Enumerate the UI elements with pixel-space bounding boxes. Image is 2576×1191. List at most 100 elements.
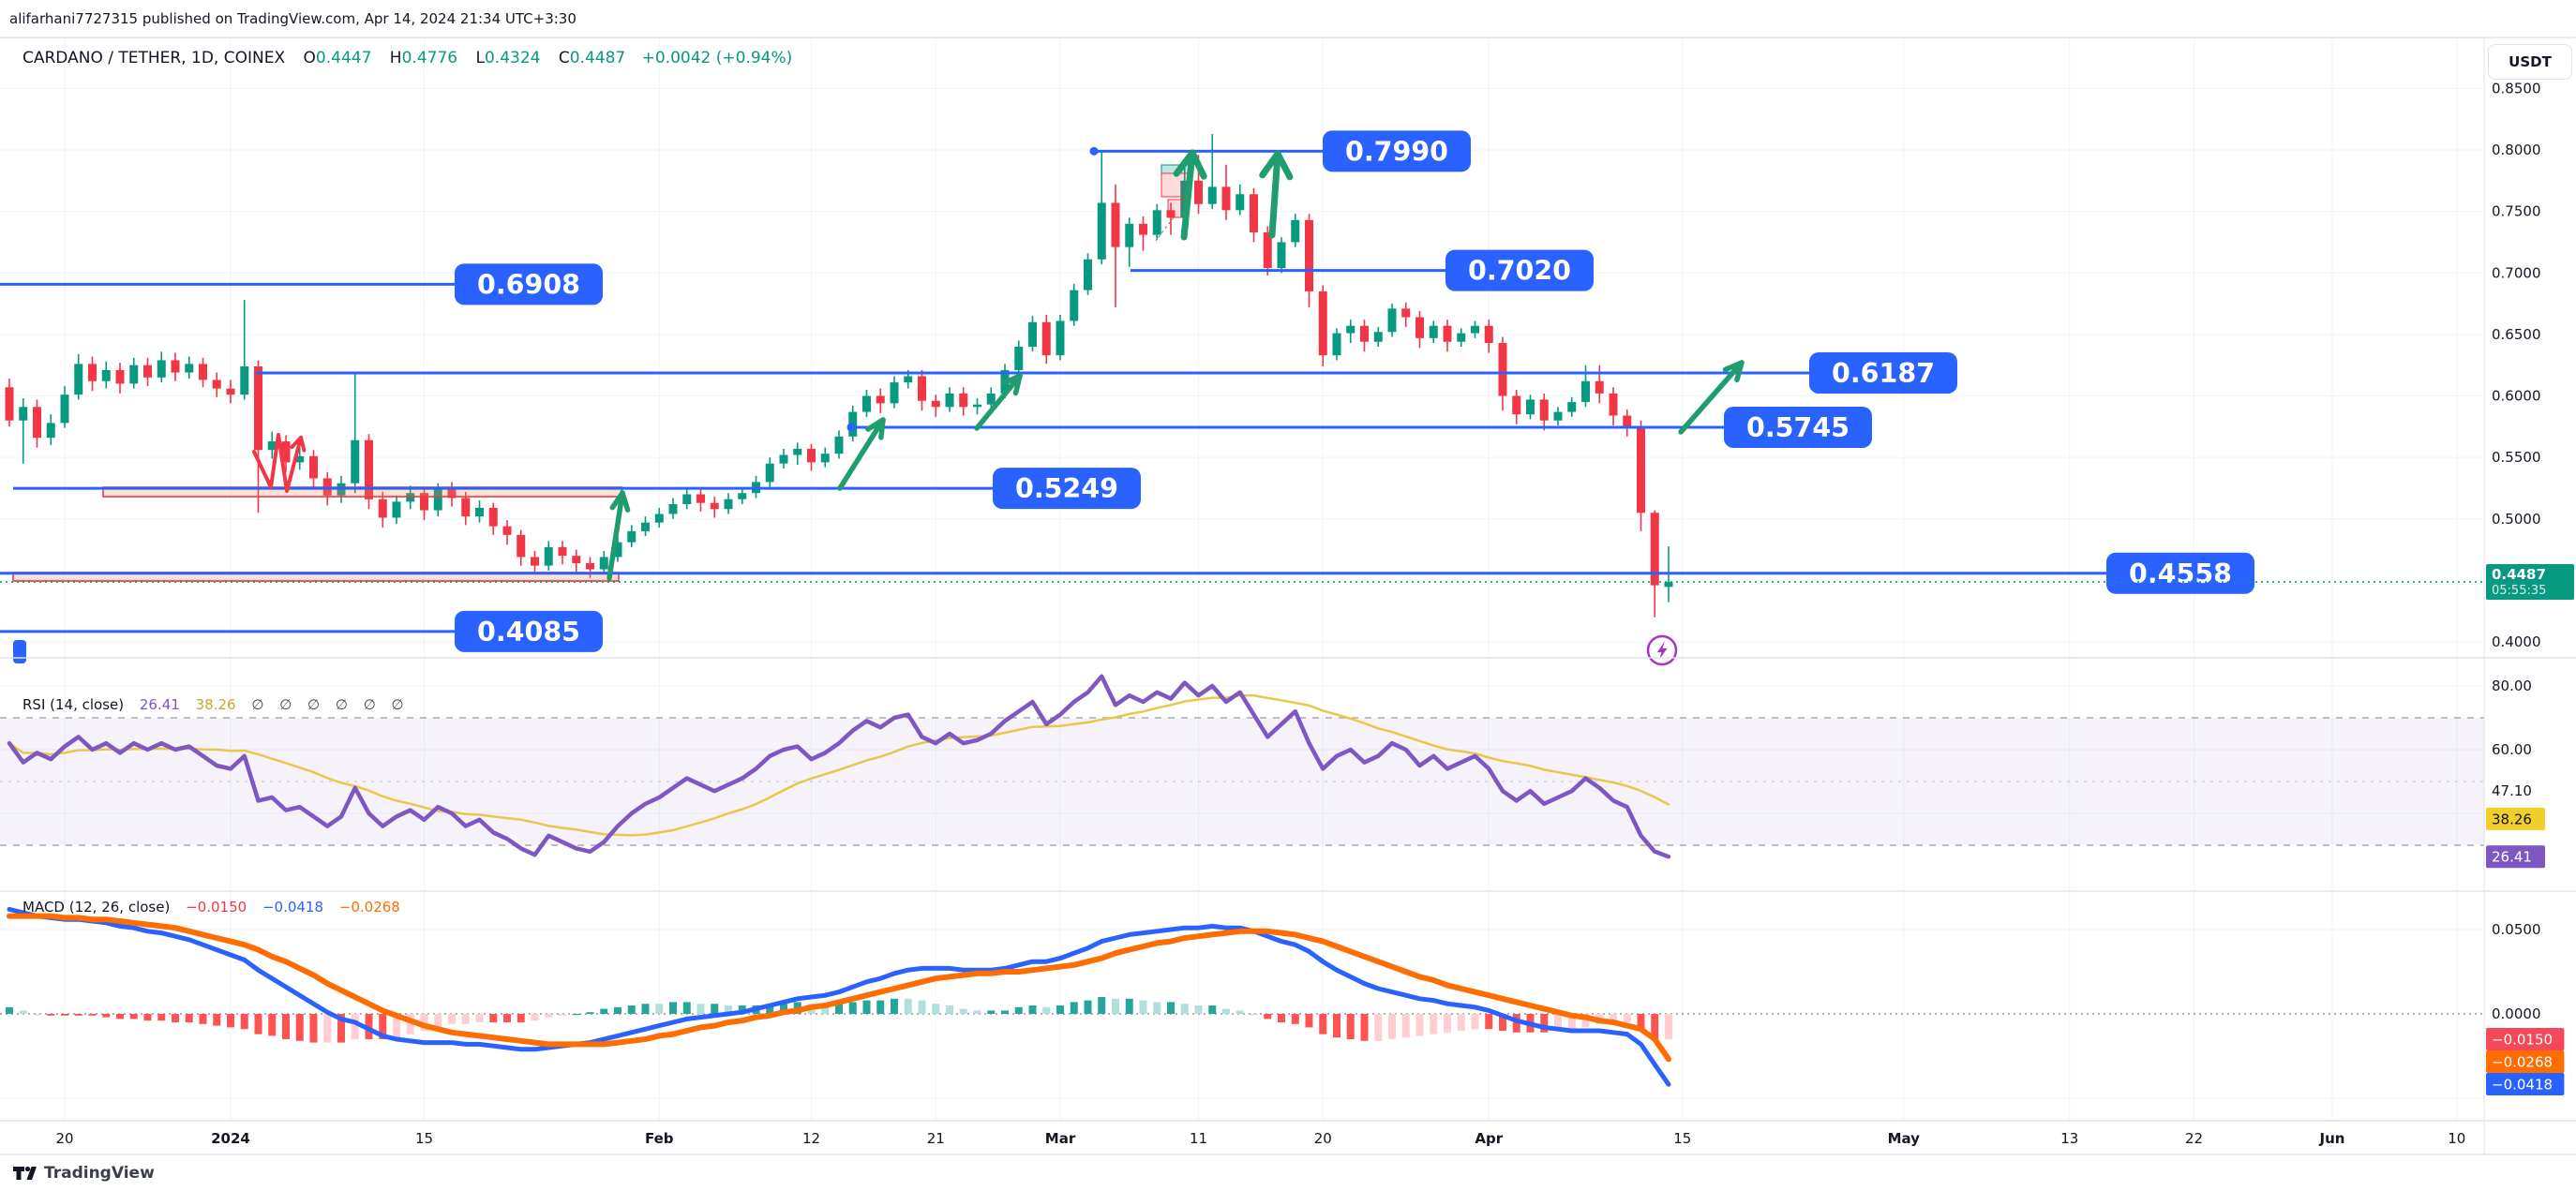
rsi-ma-value: 38.26: [195, 696, 236, 713]
time-tick: 15: [415, 1130, 433, 1147]
macd-axis-badge: [2486, 1073, 2565, 1095]
drawings-layer[interactable]: 0.7990 0.6908 0.7020 0.6187 0.5745 0.5249 0.45…: [0, 130, 2254, 666]
price-axis[interactable]: [2484, 37, 2576, 1121]
trend-arrow[interactable]: [607, 490, 625, 581]
close-value: 0.4487: [569, 49, 626, 67]
zigzag-drawing[interactable]: [252, 433, 303, 493]
price-level-badge[interactable]: [993, 468, 1141, 510]
clipped-label-chip: [13, 640, 26, 663]
change-value: +0.0042 (+0.94%): [641, 49, 793, 67]
macd-signal-line: [7, 913, 1671, 1063]
rsi-band: [0, 717, 2484, 846]
line-anchor-dot[interactable]: [1089, 146, 1099, 156]
svg-text:38.26: 38.26: [2492, 811, 2532, 827]
time-tick: 11: [1190, 1130, 1207, 1147]
svg-text:0.6000: 0.6000: [2492, 388, 2541, 405]
published-info-text: alifarhani7727315 published on TradingVi…: [9, 10, 577, 27]
svg-text:0.5000: 0.5000: [2492, 511, 2541, 528]
price-level-badge[interactable]: [1445, 249, 1594, 291]
price-level-badge-text: 0.6187: [1832, 358, 1935, 389]
macd-legend[interactable]: MACD (12, 26, close) −0.0150 −0.0418 −0.…: [22, 899, 400, 916]
svg-text:−0.0268: −0.0268: [2492, 1054, 2553, 1071]
bar-countdown: 05:55:35: [2492, 584, 2546, 598]
low-label: L: [475, 49, 485, 67]
high-label: H: [389, 49, 402, 67]
open-value: 0.4447: [315, 49, 372, 67]
price-level-badge-text: 0.7020: [1468, 256, 1571, 287]
macd-signal-value: −0.0268: [338, 899, 400, 916]
svg-text:0.4000: 0.4000: [2492, 633, 2541, 650]
close-label: C: [558, 49, 570, 67]
rsi-ma-line: [7, 693, 1670, 837]
price-level-badge[interactable]: [1724, 406, 1872, 448]
time-tick: 21: [927, 1130, 945, 1147]
time-tick: May: [1888, 1130, 1921, 1147]
macd-hist-value: −0.0150: [186, 899, 247, 916]
position-tool-risk-box[interactable]: [1161, 172, 1190, 198]
rsi-legend[interactable]: RSI (14, close) 26.41 38.26 ∅ ∅ ∅ ∅ ∅ ∅: [22, 696, 410, 713]
svg-text:−0.0150: −0.0150: [2492, 1032, 2553, 1049]
rsi-axis-badge: [2486, 845, 2545, 869]
rsi-axis-badge: [2486, 807, 2545, 830]
trend-arrow[interactable]: [1268, 150, 1281, 239]
rsi-label: RSI (14, close): [22, 696, 125, 713]
trend-arrow[interactable]: [974, 373, 1023, 431]
rsi-value: 26.41: [139, 696, 180, 713]
tradingview-mark-icon: [13, 1166, 37, 1180]
time-tick: 2024: [211, 1130, 250, 1147]
rsi-line: [7, 674, 1671, 859]
time-tick: Jun: [2319, 1130, 2345, 1147]
last-price-value: 0.4487: [2492, 566, 2546, 583]
time-tick: Apr: [1475, 1130, 1503, 1147]
price-level-badge-text: 0.4085: [477, 617, 580, 648]
price-level-badge[interactable]: [1809, 351, 1957, 394]
time-axis[interactable]: [0, 1121, 2484, 1154]
svg-text:−0.0418: −0.0418: [2492, 1077, 2553, 1094]
tradingview-wordmark: TradingView: [44, 1164, 155, 1183]
svg-text:0.7000: 0.7000: [2492, 264, 2541, 281]
price-level-badge[interactable]: [2106, 552, 2254, 594]
macd-axis-badge: [2486, 1028, 2565, 1050]
trend-arrow[interactable]: [1678, 360, 1745, 435]
time-tick: 13: [2060, 1130, 2078, 1147]
svg-text:0.8500: 0.8500: [2492, 80, 2541, 97]
svg-text:80.00: 80.00: [2492, 677, 2532, 694]
symbol-title: CARDANO / TETHER, 1D, COINEX: [22, 49, 286, 67]
price-level-badge[interactable]: [455, 263, 603, 305]
svg-text:0.8000: 0.8000: [2492, 141, 2541, 158]
svg-text:60.00: 60.00: [2492, 741, 2532, 758]
svg-text:0.6500: 0.6500: [2492, 326, 2541, 343]
candles-layer: [5, 133, 1673, 618]
price-level-badge[interactable]: [455, 610, 603, 652]
trend-arrow[interactable]: [837, 417, 886, 491]
axis-layer: 0.8500 0.8000 0.7500 0.7000 0.6500 0.6000 0.55…: [0, 37, 2576, 1155]
macd-label: MACD (12, 26, close): [22, 899, 171, 916]
time-tick: 10: [2448, 1130, 2465, 1147]
symbol-legend[interactable]: CARDANO / TETHER, 1D, COINEX O0.4447 H0.…: [22, 49, 792, 67]
trend-arrow[interactable]: [1180, 149, 1196, 241]
line-anchor-dot[interactable]: [846, 423, 856, 432]
open-label: O: [303, 49, 316, 67]
price-level-badge-text: 0.5745: [1746, 412, 1850, 443]
svg-text:0.5500: 0.5500: [2492, 449, 2541, 466]
price-level-badge[interactable]: [1323, 130, 1471, 172]
svg-text:47.10: 47.10: [2492, 782, 2532, 799]
svg-text:26.41: 26.41: [2492, 849, 2532, 866]
tradingview-logo[interactable]: TradingView: [13, 1164, 155, 1183]
svg-text:0.7500: 0.7500: [2492, 203, 2541, 220]
rsi-empty-values: ∅ ∅ ∅ ∅ ∅ ∅: [251, 696, 410, 713]
price-level-badge-text: 0.7990: [1345, 136, 1448, 167]
time-tick: 15: [1673, 1130, 1691, 1147]
macd-axis-badge: [2486, 1050, 2565, 1073]
macd-line: [7, 906, 1671, 1087]
macd-line-value: −0.0418: [262, 899, 324, 916]
high-value: 0.4776: [401, 49, 458, 67]
last-price-badge: [2486, 564, 2574, 600]
time-tick: 20: [1314, 1130, 1332, 1147]
time-tick: Feb: [645, 1130, 674, 1147]
currency-toggle-button[interactable]: USDT: [2488, 44, 2572, 80]
price-level-badge-text: 0.5249: [1015, 473, 1118, 504]
low-value: 0.4324: [484, 49, 541, 67]
